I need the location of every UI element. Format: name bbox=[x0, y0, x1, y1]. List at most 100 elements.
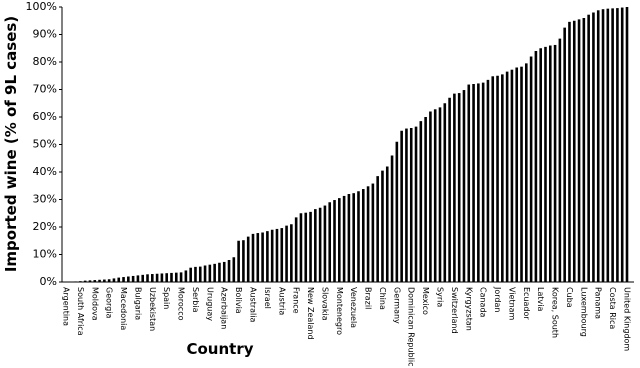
bar bbox=[184, 270, 188, 282]
x-tick-label: Georgia bbox=[105, 287, 114, 318]
bar bbox=[534, 51, 538, 282]
bar bbox=[117, 277, 121, 282]
y-tick-label: 90% bbox=[33, 28, 57, 41]
bar bbox=[385, 166, 389, 282]
bar bbox=[438, 107, 442, 282]
x-tick-label: Latvia bbox=[536, 287, 545, 311]
x-tick-label: Montenegro bbox=[335, 287, 344, 335]
bar bbox=[529, 56, 533, 282]
x-tick-label: France bbox=[292, 287, 301, 314]
bar bbox=[218, 262, 221, 282]
bar bbox=[304, 212, 308, 282]
bar bbox=[400, 130, 403, 282]
x-tick-label: Morocco bbox=[177, 287, 186, 321]
x-tick-label: Slovakia bbox=[320, 287, 329, 321]
bar bbox=[606, 8, 610, 283]
bar bbox=[237, 240, 240, 282]
bar bbox=[357, 191, 360, 282]
bar bbox=[548, 45, 552, 282]
bar bbox=[165, 273, 168, 282]
bar bbox=[103, 279, 106, 282]
bar bbox=[342, 195, 346, 282]
bar bbox=[505, 71, 509, 282]
bar bbox=[462, 90, 466, 282]
bar bbox=[79, 281, 82, 282]
bar bbox=[179, 272, 183, 282]
x-tick-label: Jordan bbox=[493, 286, 502, 312]
bar bbox=[371, 183, 375, 282]
x-tick-label: Costa Rica bbox=[608, 287, 617, 329]
bar bbox=[477, 83, 480, 282]
bar bbox=[246, 236, 250, 282]
x-tick-label: Austria bbox=[277, 287, 286, 315]
x-tick-label: Uruguay bbox=[205, 287, 214, 321]
bar bbox=[577, 19, 581, 282]
x-tick-label: Macedonia bbox=[119, 287, 128, 330]
bar bbox=[390, 155, 394, 282]
y-tick-label: 40% bbox=[33, 165, 57, 178]
bar bbox=[309, 211, 312, 282]
x-tick-label: Switzerland bbox=[450, 287, 459, 334]
bar bbox=[222, 261, 226, 282]
bar bbox=[443, 103, 447, 282]
bar bbox=[587, 14, 590, 282]
bar bbox=[299, 213, 303, 282]
y-tick-label: 50% bbox=[33, 138, 57, 151]
bar bbox=[496, 75, 499, 282]
bar bbox=[539, 48, 542, 282]
x-tick-label: Venezuela bbox=[349, 287, 358, 328]
bar bbox=[328, 202, 332, 282]
bar bbox=[227, 260, 231, 282]
x-tick-label: Vietnam bbox=[507, 287, 516, 321]
y-tick-label: 100% bbox=[26, 0, 57, 13]
x-tick-label: Canada bbox=[479, 287, 488, 318]
bar bbox=[242, 240, 245, 282]
x-tick-label: Uzbekistan bbox=[148, 287, 157, 331]
bar bbox=[127, 276, 130, 282]
bar bbox=[563, 27, 566, 282]
bar bbox=[596, 10, 600, 283]
bar bbox=[251, 233, 255, 282]
bar bbox=[352, 193, 355, 282]
bar bbox=[376, 176, 379, 282]
x-tick-label: Cuba bbox=[565, 287, 574, 308]
y-tick-label: 70% bbox=[33, 83, 57, 96]
x-tick-label: New Zealand bbox=[306, 287, 315, 340]
bar bbox=[572, 20, 576, 282]
bar bbox=[275, 228, 279, 282]
bar bbox=[481, 82, 485, 282]
x-tick-label: Ecuador bbox=[522, 287, 531, 320]
bar bbox=[270, 229, 274, 282]
x-tick-label: Spain bbox=[162, 287, 171, 309]
bar bbox=[151, 274, 154, 282]
y-tick-label: 60% bbox=[33, 110, 57, 123]
bar bbox=[107, 279, 111, 282]
y-tick-label: 80% bbox=[33, 55, 57, 68]
bar bbox=[155, 273, 159, 282]
x-tick-label: Panama bbox=[594, 287, 603, 319]
bar bbox=[611, 8, 614, 282]
bar bbox=[93, 280, 97, 282]
x-tick-label: South Africa bbox=[76, 287, 85, 336]
bar bbox=[467, 84, 471, 282]
x-tick-label: Argentina bbox=[62, 287, 71, 326]
x-tick-label: China bbox=[378, 287, 387, 310]
bar bbox=[170, 272, 173, 282]
x-tick-label: Korea, South bbox=[551, 287, 560, 338]
bar bbox=[582, 18, 586, 282]
y-tick-label: 20% bbox=[33, 220, 57, 233]
bar bbox=[314, 209, 317, 282]
bar bbox=[189, 267, 192, 282]
bar bbox=[544, 46, 547, 282]
bar bbox=[510, 69, 514, 282]
bar bbox=[136, 275, 140, 282]
bar bbox=[558, 38, 562, 282]
bar bbox=[366, 186, 370, 282]
x-tick-label: Germany bbox=[392, 287, 401, 324]
bar bbox=[620, 7, 624, 283]
bar bbox=[88, 280, 92, 282]
bar bbox=[280, 228, 284, 282]
x-axis-title: Country bbox=[186, 340, 253, 358]
